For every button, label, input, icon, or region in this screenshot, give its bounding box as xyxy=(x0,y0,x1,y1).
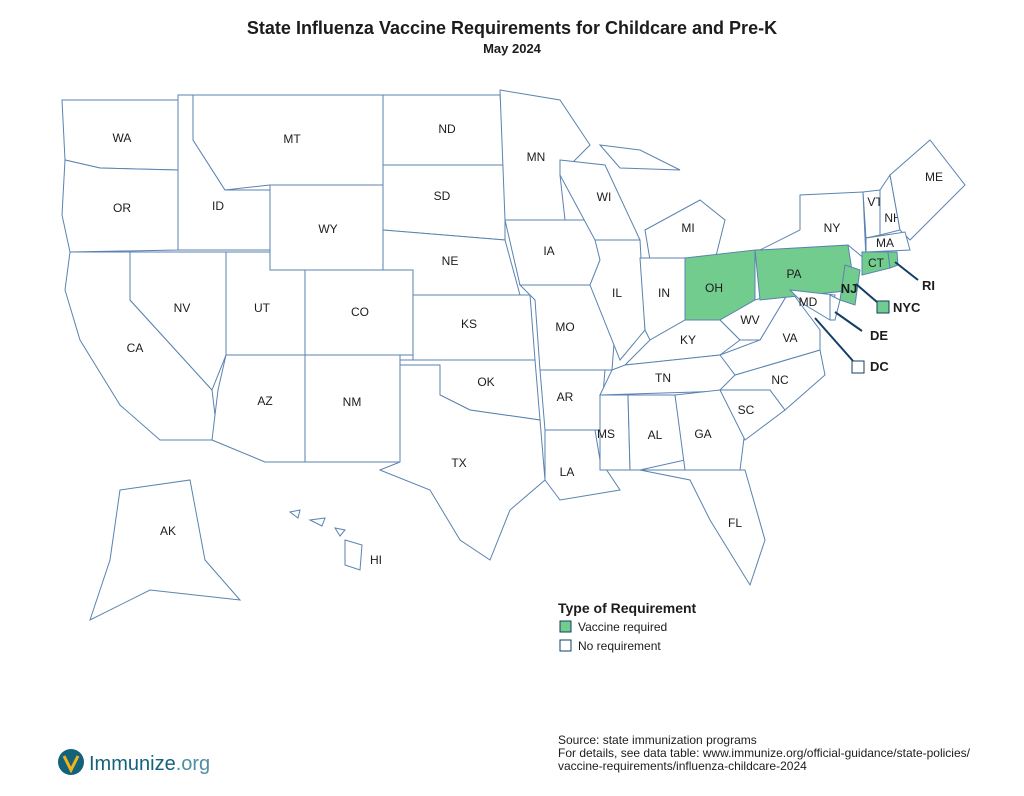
state xyxy=(639,469,766,587)
logo: Immunize.org xyxy=(58,749,210,775)
state xyxy=(839,264,861,306)
details: For details, see data table: www.immuniz… xyxy=(558,746,971,760)
leader-line xyxy=(855,283,878,303)
leader-line xyxy=(894,261,919,281)
legend-swatch xyxy=(559,620,572,633)
state xyxy=(129,251,227,391)
subtitle: May 2024 xyxy=(483,41,542,56)
leader-line xyxy=(814,317,854,362)
logo-main: Immunize xyxy=(89,753,176,775)
state-label: AR xyxy=(557,390,574,404)
region-box xyxy=(876,300,890,314)
state xyxy=(644,199,726,261)
title: State Influenza Vaccine Requirements for… xyxy=(247,18,777,38)
state-label: NY xyxy=(824,221,841,235)
state-label: TX xyxy=(451,456,466,470)
state-label: CO xyxy=(351,305,369,319)
state-label: OH xyxy=(705,281,723,295)
state-label: ID xyxy=(212,199,224,213)
state xyxy=(829,294,841,321)
state xyxy=(589,239,646,361)
state xyxy=(598,144,681,171)
state-label: NYC xyxy=(893,300,921,315)
state-label: HI xyxy=(370,553,382,567)
state-label: IN xyxy=(658,286,670,300)
state xyxy=(544,429,621,501)
us-map: WA OR CA NV ID MT WY UT CO AZ NM ND SD NE KS OK TX MN IA MO… xyxy=(61,89,966,621)
state-label: OR xyxy=(113,201,131,215)
state xyxy=(865,231,911,253)
legend-label: No requirement xyxy=(578,639,661,653)
state-label: IA xyxy=(543,244,554,258)
state-label: OK xyxy=(477,375,494,389)
source: Source: state immunization programs xyxy=(558,733,757,747)
state-label: NE xyxy=(442,254,459,268)
state xyxy=(333,527,346,537)
state xyxy=(378,364,546,561)
details: vaccine-requirements/influenza-childcare… xyxy=(558,759,807,773)
state-label: DE xyxy=(870,328,888,343)
state-label: MA xyxy=(876,236,894,250)
state-label: SD xyxy=(434,189,451,203)
legend-label: Vaccine required xyxy=(578,620,667,634)
state-label: ND xyxy=(438,122,456,136)
state-label: FL xyxy=(728,516,742,530)
state-label: WV xyxy=(740,313,759,327)
state-label: KS xyxy=(461,317,477,331)
state-label: RI xyxy=(922,278,935,293)
state xyxy=(308,517,326,527)
state-label: TN xyxy=(655,371,671,385)
legend-title: Type of Requirement xyxy=(558,600,697,616)
region-box xyxy=(851,360,865,374)
state-label: MI xyxy=(681,221,694,235)
state-label: MO xyxy=(555,320,574,334)
state-label: NJ xyxy=(841,281,858,296)
state-label: LA xyxy=(560,465,575,479)
logo-text: Immunize.org xyxy=(89,753,210,775)
state xyxy=(89,479,242,621)
leader-line xyxy=(834,311,863,332)
state-label: MD xyxy=(799,295,818,309)
state-label: AZ xyxy=(257,394,272,408)
state-label: DC xyxy=(870,359,889,374)
state-label: VT xyxy=(867,195,883,209)
logo-icon xyxy=(58,749,84,775)
state xyxy=(889,139,966,241)
state xyxy=(211,354,306,463)
state-label: UT xyxy=(254,301,271,315)
state xyxy=(344,539,363,571)
state-label: ME xyxy=(925,170,943,184)
state xyxy=(674,389,746,471)
logo-suffix: .org xyxy=(176,753,210,775)
state-label: WA xyxy=(113,131,132,145)
state-label: CA xyxy=(127,341,144,355)
state-label: AK xyxy=(160,524,176,538)
state-label: NM xyxy=(343,395,362,409)
legend-swatch xyxy=(559,639,572,652)
state xyxy=(288,509,301,519)
state xyxy=(887,251,899,269)
state-label: CT xyxy=(868,256,885,270)
state xyxy=(627,394,686,471)
state-label: WI xyxy=(597,190,612,204)
state-label: NV xyxy=(174,301,191,315)
state-label: MS xyxy=(597,427,615,441)
state-label: MT xyxy=(283,132,301,146)
state-label: AL xyxy=(648,428,663,442)
state xyxy=(719,289,792,341)
legend: Vaccine required No requirement xyxy=(559,620,667,653)
state-label: NC xyxy=(771,373,789,387)
state-label: IL xyxy=(612,286,622,300)
state-label: SC xyxy=(738,403,755,417)
state-label: VA xyxy=(782,331,797,345)
logo-mark xyxy=(62,755,80,774)
state-label: WY xyxy=(318,222,337,236)
state-label: GA xyxy=(694,427,711,441)
state-label: KY xyxy=(680,333,696,347)
state-label: PA xyxy=(786,267,801,281)
state-label: MN xyxy=(527,150,546,164)
